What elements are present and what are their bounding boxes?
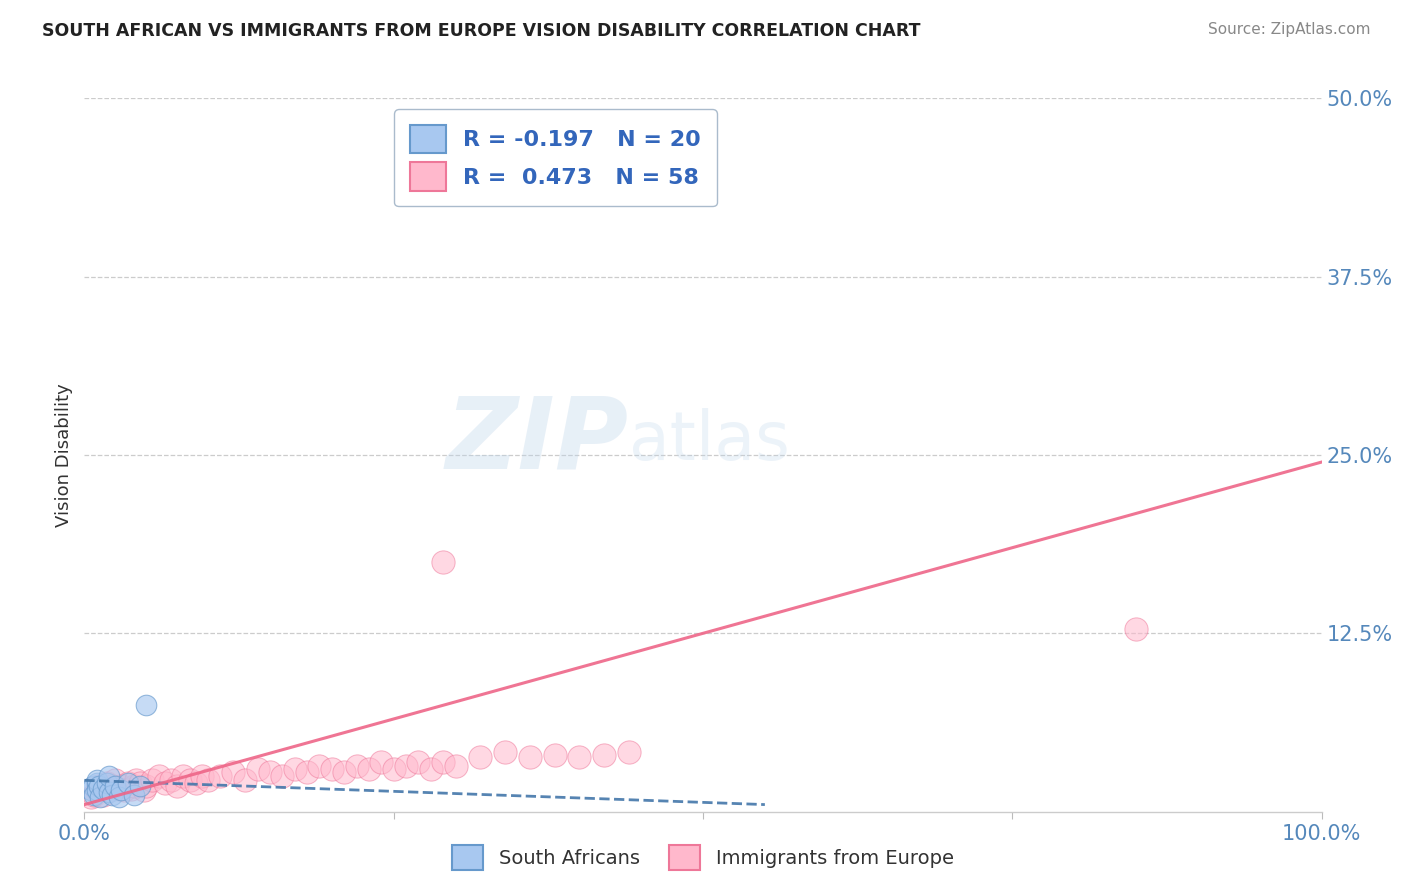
Point — [100, 779, 122, 793]
Point — [308, 759, 330, 773]
Point — [295, 764, 318, 779]
Point — [91, 781, 114, 796]
Point — [148, 769, 170, 783]
Point — [432, 555, 454, 569]
Point — [593, 747, 616, 762]
Point — [246, 762, 269, 776]
Point — [100, 788, 122, 802]
Point — [172, 769, 194, 783]
Point — [179, 773, 201, 788]
Point — [357, 762, 380, 776]
Point — [333, 764, 356, 779]
Point — [129, 779, 152, 793]
Point — [209, 769, 232, 783]
Point — [117, 776, 139, 790]
Point — [284, 762, 307, 776]
Point — [395, 759, 418, 773]
Text: ZIP: ZIP — [446, 392, 628, 489]
Point — [86, 783, 108, 797]
Point — [79, 783, 101, 797]
Point — [259, 764, 281, 779]
Point — [120, 781, 142, 796]
Point — [98, 783, 121, 797]
Point — [1125, 622, 1147, 636]
Point — [91, 788, 114, 802]
Point — [543, 747, 565, 762]
Point — [519, 750, 541, 764]
Legend: South Africans, Immigrants from Europe: South Africans, Immigrants from Europe — [444, 838, 962, 878]
Text: atlas: atlas — [628, 408, 790, 474]
Text: Source: ZipAtlas.com: Source: ZipAtlas.com — [1208, 22, 1371, 37]
Point — [233, 773, 256, 788]
Point — [617, 745, 640, 759]
Point — [191, 769, 214, 783]
Point — [135, 698, 157, 712]
Y-axis label: Vision Disability: Vision Disability — [55, 383, 73, 527]
Point — [83, 788, 105, 802]
Point — [108, 790, 131, 805]
Text: SOUTH AFRICAN VS IMMIGRANTS FROM EUROPE VISION DISABILITY CORRELATION CHART: SOUTH AFRICAN VS IMMIGRANTS FROM EUROPE … — [42, 22, 921, 40]
Point — [135, 779, 157, 793]
Point — [470, 750, 492, 764]
Point — [98, 785, 121, 799]
Point — [104, 773, 127, 788]
Point — [79, 790, 101, 805]
Legend: R = -0.197   N = 20, R =  0.473   N = 58: R = -0.197 N = 20, R = 0.473 N = 58 — [395, 109, 717, 206]
Point — [110, 779, 132, 793]
Point — [444, 759, 467, 773]
Point — [166, 779, 188, 793]
Point — [370, 755, 392, 769]
Point — [89, 779, 111, 793]
Point — [141, 773, 163, 788]
Point — [82, 779, 104, 793]
Point — [160, 773, 183, 788]
Point — [432, 755, 454, 769]
Point — [96, 776, 118, 790]
Point — [419, 762, 441, 776]
Point — [83, 788, 105, 802]
Point — [271, 769, 294, 783]
Point — [408, 755, 430, 769]
Point — [98, 769, 121, 783]
Point — [568, 750, 591, 764]
Point — [96, 776, 118, 790]
Point — [125, 773, 148, 788]
Point — [89, 779, 111, 793]
Point — [86, 783, 108, 797]
Point — [86, 773, 108, 788]
Point — [222, 764, 245, 779]
Point — [89, 790, 111, 805]
Point — [112, 783, 135, 797]
Point — [494, 745, 516, 759]
Point — [153, 776, 176, 790]
Point — [110, 783, 132, 797]
Point — [321, 762, 343, 776]
Point — [132, 783, 155, 797]
Point — [122, 788, 145, 802]
Point — [86, 776, 108, 790]
Point — [129, 776, 152, 790]
Point — [117, 776, 139, 790]
Point — [122, 779, 145, 793]
Point — [108, 781, 131, 796]
Point — [197, 773, 219, 788]
Point — [346, 759, 368, 773]
Point — [184, 776, 207, 790]
Point — [382, 762, 405, 776]
Point — [104, 779, 127, 793]
